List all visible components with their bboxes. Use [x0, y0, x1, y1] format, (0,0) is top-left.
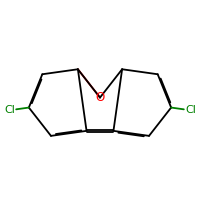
Text: Cl: Cl	[4, 105, 15, 115]
Text: O: O	[95, 91, 104, 104]
Text: Cl: Cl	[185, 105, 196, 115]
